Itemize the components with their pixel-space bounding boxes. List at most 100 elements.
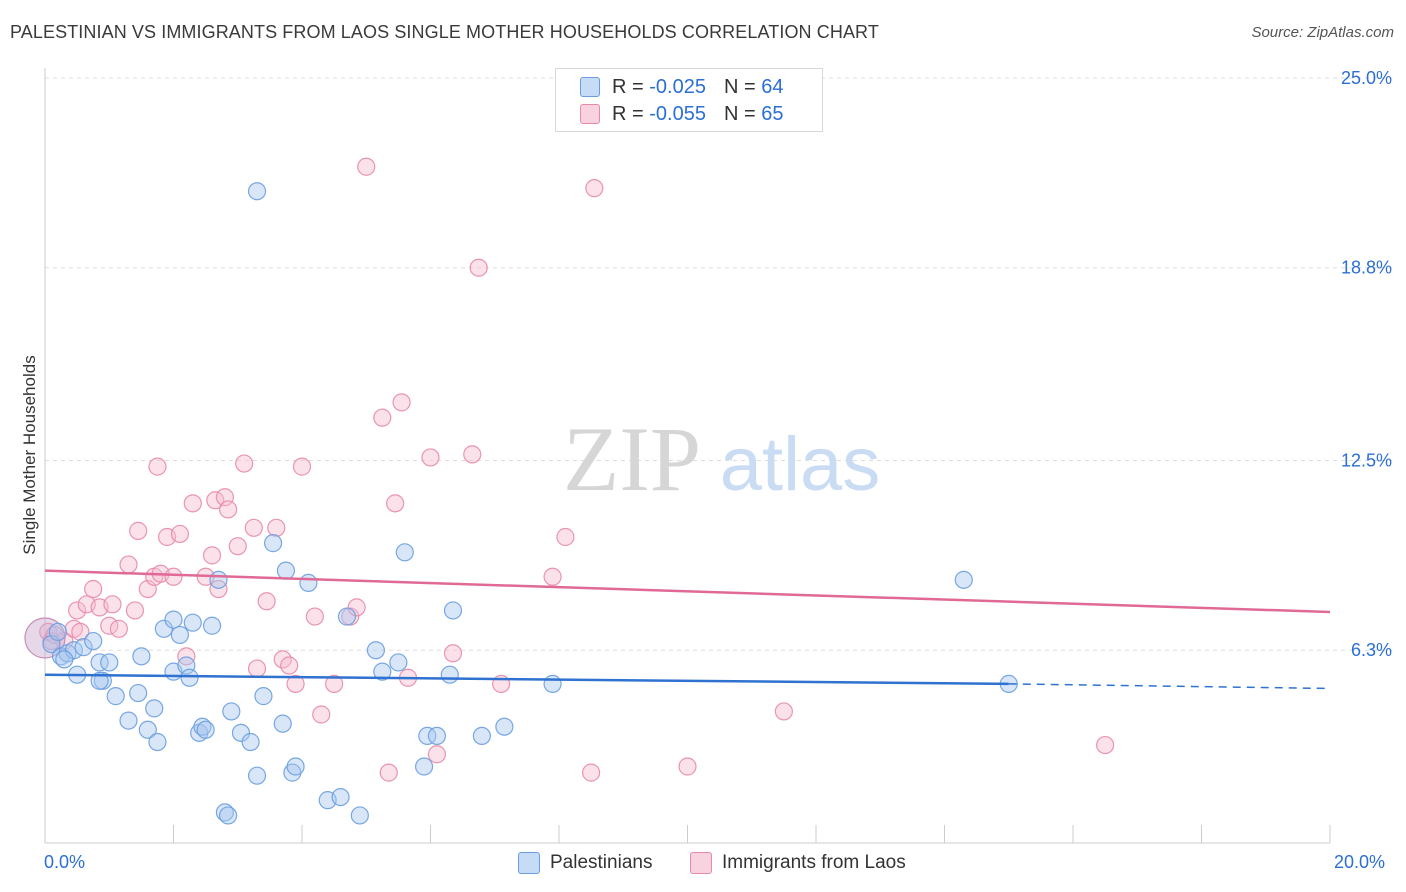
data-point [71, 622, 90, 641]
data-point [196, 720, 215, 739]
data-point [463, 445, 482, 464]
data-point [357, 157, 376, 176]
data-point [257, 592, 276, 611]
data-point [183, 494, 202, 513]
data-point [215, 803, 234, 822]
trend-line-palestinians [44, 673, 1009, 686]
legend-row-laos: R = -0.055 N = 65 [580, 102, 783, 126]
data-point [231, 723, 251, 742]
y-tick-label: 12.5% [1341, 451, 1392, 471]
data-point [305, 607, 324, 626]
data-point [183, 613, 202, 632]
data-point [395, 543, 414, 562]
data-point [164, 610, 183, 629]
trend-lines [44, 569, 1331, 690]
watermark-atlas: atlas [720, 422, 881, 507]
data-point [235, 454, 254, 473]
data-point [109, 619, 128, 638]
source-credit: Source: ZipAtlas.com [1251, 24, 1394, 41]
data-point [582, 763, 601, 782]
data-point [263, 534, 283, 553]
data-point [427, 726, 447, 746]
data-point [129, 683, 148, 703]
data-point [443, 601, 463, 620]
series-legend-palestinians: Palestinians [518, 852, 652, 874]
legend-n-value: 64 [761, 75, 784, 98]
data-point [267, 518, 286, 537]
data-point [247, 182, 267, 201]
data-point [154, 619, 173, 638]
data-point [312, 705, 331, 724]
data-point [331, 787, 350, 807]
data-point [202, 546, 222, 565]
data-point [209, 579, 228, 599]
data-point [119, 711, 138, 730]
data-point [222, 702, 241, 721]
data-point [774, 702, 793, 721]
data-point [119, 555, 138, 574]
series-legend-swatch-pink [690, 852, 712, 874]
series-legend-laos: Immigrants from Laos [690, 852, 906, 874]
data-point [414, 757, 434, 776]
data-point [106, 687, 125, 706]
data-point [202, 616, 222, 635]
series-legend: Palestinians Immigrants from Laos [0, 852, 1406, 878]
data-point [427, 745, 447, 764]
trend-line-palestinians-extension [1008, 683, 1331, 690]
data-point [418, 726, 437, 746]
data-point [209, 570, 228, 589]
data-point [180, 668, 199, 687]
data-point [299, 573, 318, 593]
data-point [90, 653, 109, 672]
data-point [241, 732, 260, 752]
data-point [90, 671, 109, 690]
data-point [100, 653, 119, 672]
data-point [495, 717, 514, 736]
legend-swatch-blue [580, 77, 600, 97]
data-point [273, 714, 292, 733]
data-point [392, 393, 411, 412]
data-point [177, 647, 196, 666]
data-point [244, 518, 263, 537]
data-point [254, 687, 273, 706]
data-point [138, 720, 157, 739]
data-point [280, 656, 299, 675]
data-point [74, 638, 93, 657]
data-point [103, 595, 122, 614]
legend-row-palestinians: R = -0.025 N = 64 [580, 75, 783, 99]
data-point [325, 674, 344, 693]
data-point [347, 598, 366, 617]
data-point [84, 631, 103, 651]
data-point [472, 726, 491, 746]
data-point [48, 622, 67, 641]
data-point [350, 806, 369, 825]
data-point [276, 561, 296, 580]
data-point [556, 527, 575, 547]
legend-r-value: -0.055 [649, 102, 706, 125]
series-legend-label: Palestinians [550, 852, 653, 873]
data-point [84, 579, 103, 599]
data-point [286, 674, 305, 693]
data-point [219, 806, 238, 825]
legend-r-label: R = [612, 75, 644, 98]
data-point [148, 457, 167, 476]
series-legend-label: Immigrants from Laos [722, 852, 906, 873]
data-point [373, 662, 392, 681]
axes [44, 68, 1331, 844]
data-point [585, 179, 604, 198]
data-point [129, 521, 148, 540]
data-point [193, 717, 212, 736]
data-point [286, 757, 305, 776]
data-point [440, 665, 459, 684]
watermark: ZIP atlas [563, 408, 880, 510]
data-point [132, 647, 151, 666]
data-point [228, 537, 247, 556]
legend-r-label: R = [612, 102, 644, 125]
data-point [389, 653, 408, 672]
data-point [145, 699, 164, 718]
data-point [543, 674, 562, 693]
data-point [386, 494, 405, 513]
data-point [379, 763, 398, 782]
data-point [55, 650, 74, 669]
data-point [954, 570, 973, 589]
